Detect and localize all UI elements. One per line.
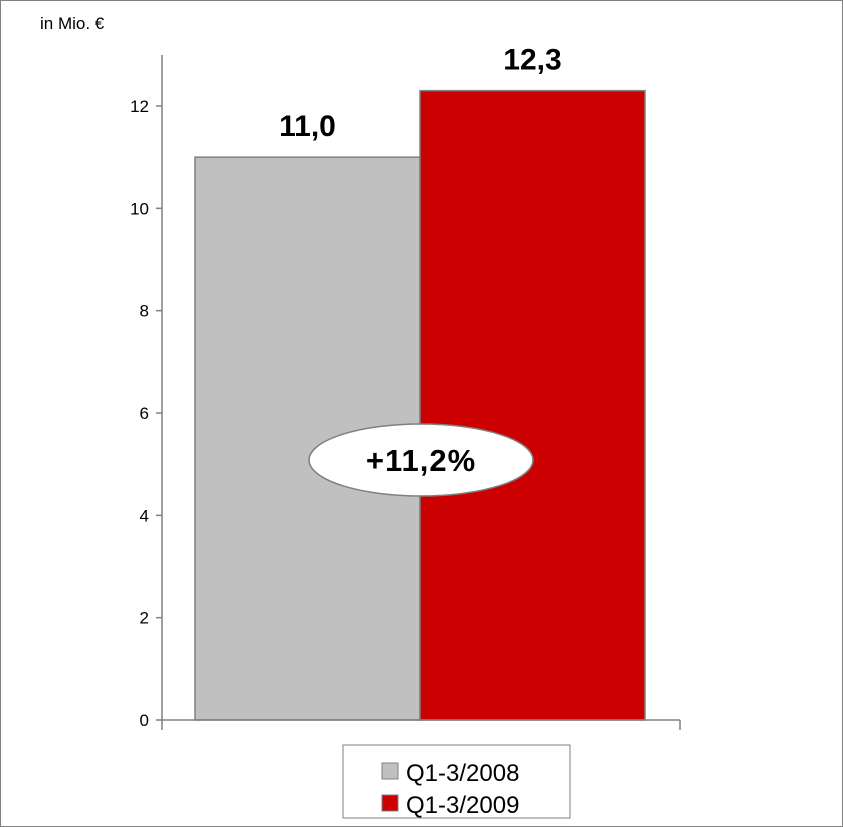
unit-label: in Mio. € [40, 14, 105, 33]
legend-label-2009: Q1-3/2009 [406, 792, 519, 819]
legend-label-2008: Q1-3/2008 [406, 760, 519, 787]
data-label-q1-3-2009: 12,3 [503, 44, 561, 77]
legend-swatch-2008 [381, 762, 399, 780]
change-annotation: +11,2% [308, 423, 534, 497]
plot-area: 0 2 4 6 8 10 12 11,0 12,3 [130, 44, 681, 730]
y-tick-label-0: 0 [140, 711, 149, 730]
bar-q1-3-2009 [419, 89, 646, 721]
legend-box [342, 744, 571, 819]
legend-swatch-2009 [381, 794, 399, 812]
change-annotation-text: +11,2% [366, 443, 476, 478]
y-tick-label-2: 2 [140, 609, 149, 628]
change-annotation-ellipse [308, 423, 534, 497]
legend: Q1-3/2008 Q1-3/2009 [342, 744, 571, 819]
y-tick-label-6: 6 [140, 404, 149, 423]
data-label-q1-3-2008: 11,0 [279, 110, 336, 143]
y-tick-label-12: 12 [130, 97, 149, 116]
y-tick-label-4: 4 [140, 506, 149, 525]
y-tick-label-8: 8 [140, 302, 149, 321]
y-tick-label-10: 10 [130, 199, 149, 218]
